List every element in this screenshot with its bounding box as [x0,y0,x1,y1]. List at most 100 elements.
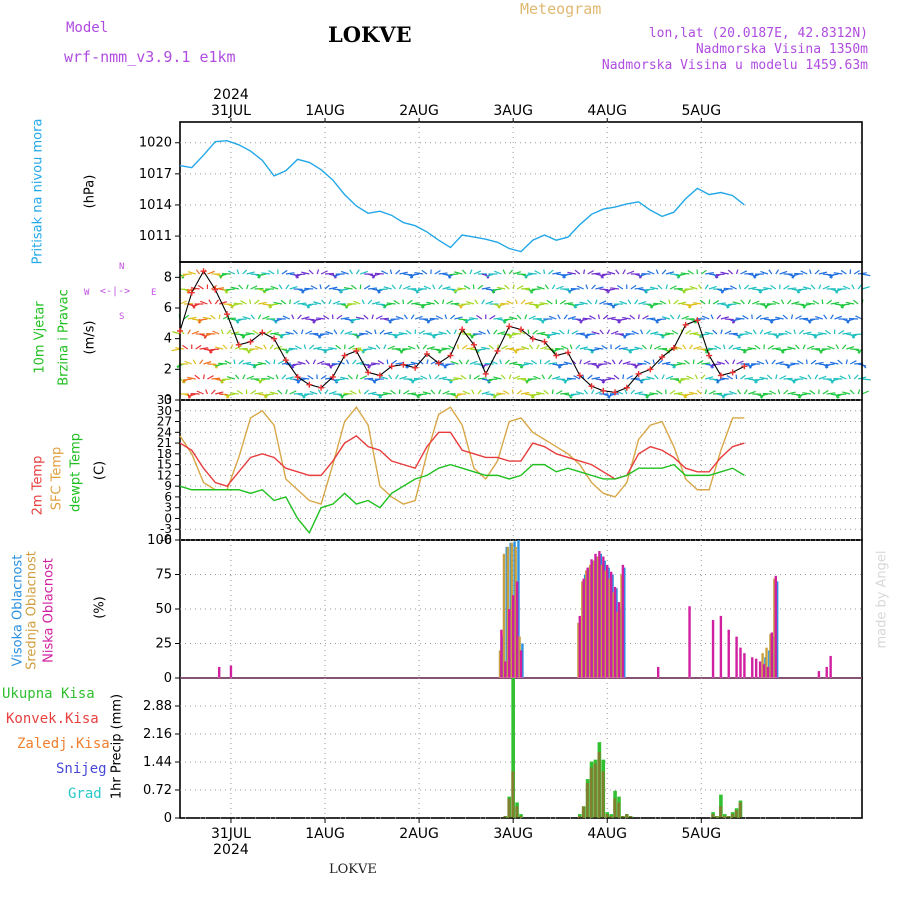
wind-barb [708,363,714,369]
wind-barb [601,344,608,350]
wind-barb [285,348,294,352]
wind-barb [763,287,772,290]
wind-barb [254,299,260,305]
wind-barb [814,361,824,365]
precip-bar [734,810,738,818]
wind-barb [273,301,283,305]
precip-legend-snow: Snijeg [56,761,107,777]
wind-barb [837,393,847,396]
cloud-bar [517,540,520,678]
wind-barb [476,314,483,320]
wind-barb [328,286,338,290]
wind-barb [842,391,851,395]
wind-barb [512,375,521,380]
wind-barb [187,329,191,335]
wind-barb [219,273,228,277]
wind-barb [254,345,263,350]
wind-barb [340,270,349,275]
wind-barb [253,363,263,366]
wind-barb [799,375,808,380]
wind-barb [795,344,800,350]
wind-barb [234,374,240,380]
wind-barb [250,285,258,290]
wind-barb [649,392,659,395]
wind-barb [661,316,671,320]
wind-barb [438,389,442,395]
wind-barb [587,374,593,380]
wind-barb [618,318,627,321]
wind-barb [853,269,861,275]
cloud-label-low: Niska Oblacnost [41,558,57,663]
lonlat-label: lon,lat (20.0187E, 42.8312N) [648,26,868,41]
wind-barb [575,391,584,395]
wind-barb [285,376,294,380]
wind-barb [407,345,416,350]
wind-barb [387,345,395,350]
wind-barb [555,363,562,369]
wind-barb [712,300,720,305]
wind-barb [655,269,659,275]
cloud-bar [727,629,730,678]
y-tick-label: 3 [164,501,172,515]
wind-barb [790,362,800,365]
precip-bar [597,751,601,818]
cloud-bar [739,647,742,678]
wind-barb [798,393,808,397]
wind-barb [399,375,408,380]
wind-barb [488,344,494,350]
wind-barb [744,330,753,335]
wind-barb [645,393,655,397]
wind-barb [317,389,322,395]
wind-barb [716,314,722,320]
cloud-bar [735,636,738,678]
panel-grid: 0 2 4 6 8 [164,262,702,408]
wind-barb [594,347,604,350]
wind-barb [192,359,197,365]
wind-barb [309,390,318,395]
wind-barb [752,329,757,335]
wind-barb [684,393,694,396]
wind-barb [704,331,714,335]
wind-barb [595,390,603,395]
wind-barb [591,376,601,380]
wind-barb [325,330,334,335]
wind-barb [488,378,498,381]
wind-barb [516,314,522,320]
wind-barb [187,393,196,397]
bottom-year-label: 2024 [213,842,249,858]
top-day-label: 2AUG [399,103,439,119]
wind-barb [677,301,687,305]
wind-barb [328,346,337,350]
cloud-bar [586,567,589,678]
wind-barb [528,315,536,320]
wind-barb [779,270,788,275]
wind-barb [767,344,774,350]
wind-barb [770,284,777,290]
wind-barb [381,270,389,275]
panel-frame [179,677,863,819]
wind-barb [477,377,487,380]
wind-barb [358,389,361,395]
cloud-label-mid: Srednja Oblacnost [24,551,40,670]
wind-barb [438,348,447,352]
wind-barb [778,332,788,335]
wind-barb [406,363,416,366]
wind-barb [399,271,408,275]
wind-barb [478,330,486,335]
wind-barb [650,303,659,307]
footer-station: LOKVE [329,862,377,877]
wind-label-2: Brzina i Pravac [56,289,72,386]
wind-barb [367,346,377,350]
wind-barb [410,273,420,277]
wind-barb [674,345,682,350]
cloud-bar [594,553,597,678]
wind-barb [203,361,212,365]
wind-barb [420,375,428,380]
wind-barb [579,346,588,350]
precip-bar [628,816,632,818]
wind-barb [277,360,285,365]
wind-barb [428,374,432,380]
station-title: LOKVE [328,22,412,47]
wind-barb [818,284,822,290]
temp-label-dewpt: dewpt Temp [68,433,84,513]
